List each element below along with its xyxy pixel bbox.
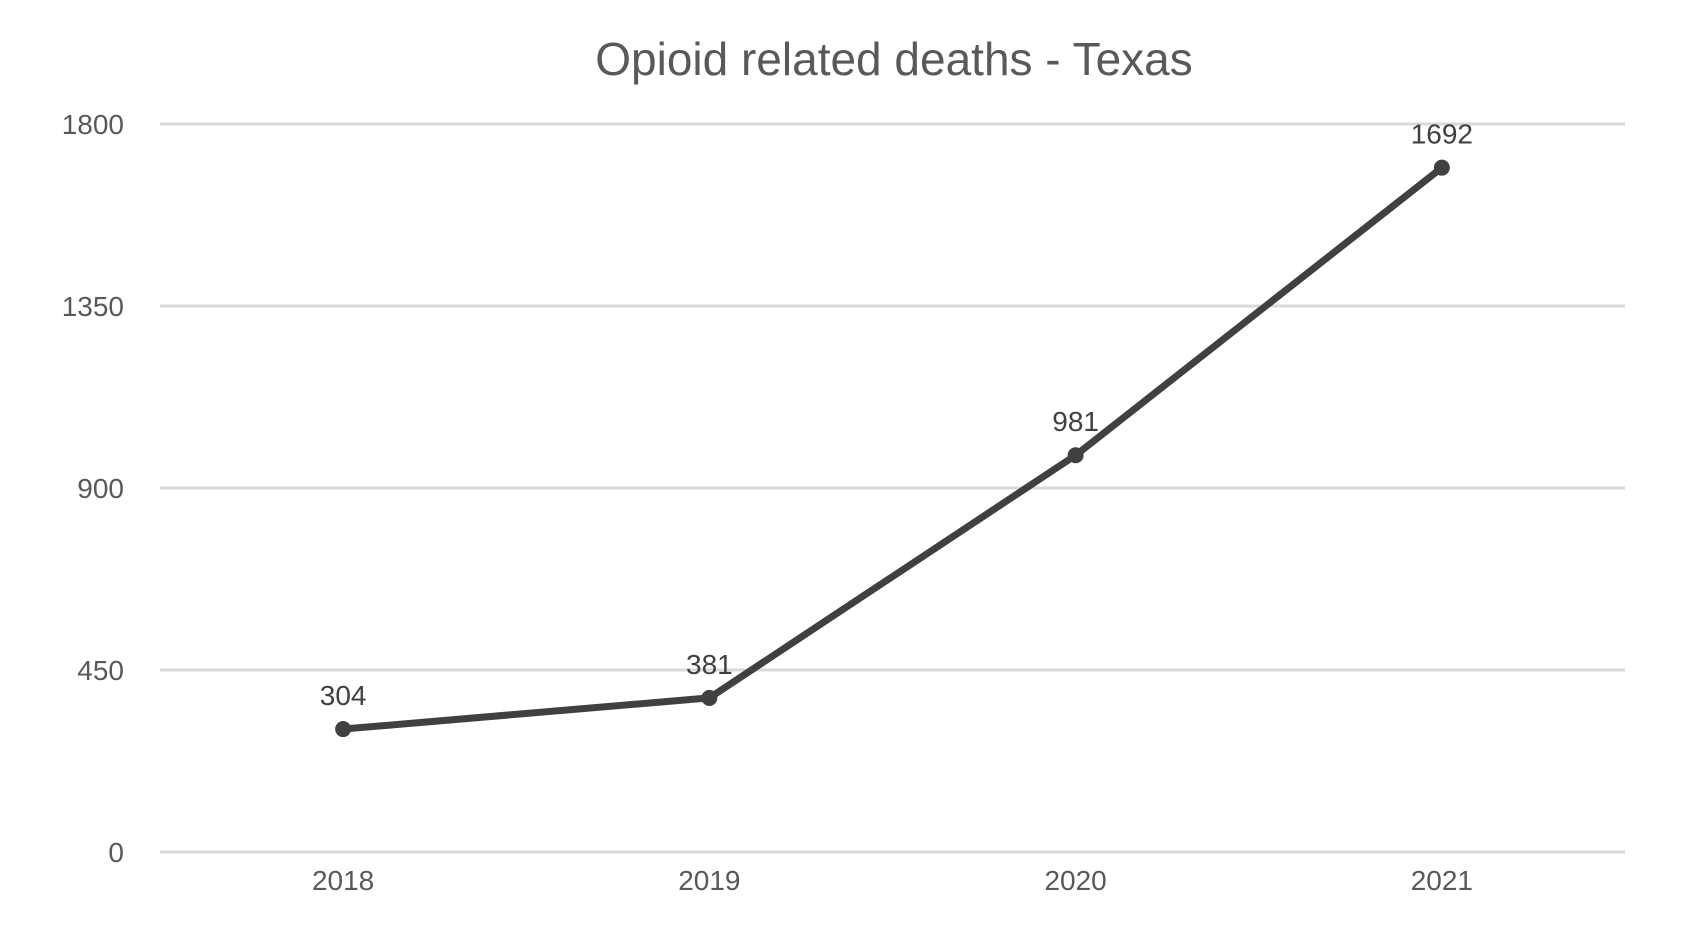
x-axis-ticks: 2018 2019 2020 2021 [312, 865, 1473, 896]
data-labels: 304 381 981 1692 [320, 119, 1473, 711]
y-tick-label: 900 [77, 473, 124, 504]
y-tick-label: 0 [108, 837, 124, 868]
y-tick-label: 1350 [62, 291, 124, 322]
data-label: 381 [686, 649, 733, 680]
y-axis-ticks: 0 450 900 1350 1800 [62, 109, 124, 868]
data-point [1067, 447, 1084, 464]
chart-title: Opioid related deaths - Texas [595, 33, 1193, 85]
data-point [335, 721, 352, 738]
x-tick-label: 2020 [1044, 865, 1106, 896]
series [335, 159, 1450, 738]
gridlines [160, 122, 1625, 854]
x-tick-label: 2021 [1411, 865, 1473, 896]
x-tick-label: 2019 [678, 865, 740, 896]
x-tick-label: 2018 [312, 865, 374, 896]
y-tick-label: 1800 [62, 109, 124, 140]
data-point [701, 689, 718, 706]
y-tick-label: 450 [77, 655, 124, 686]
series-line [339, 164, 1446, 733]
data-label: 981 [1052, 406, 1099, 437]
data-point [1433, 159, 1450, 176]
data-label: 1692 [1411, 119, 1473, 150]
data-label: 304 [320, 680, 367, 711]
